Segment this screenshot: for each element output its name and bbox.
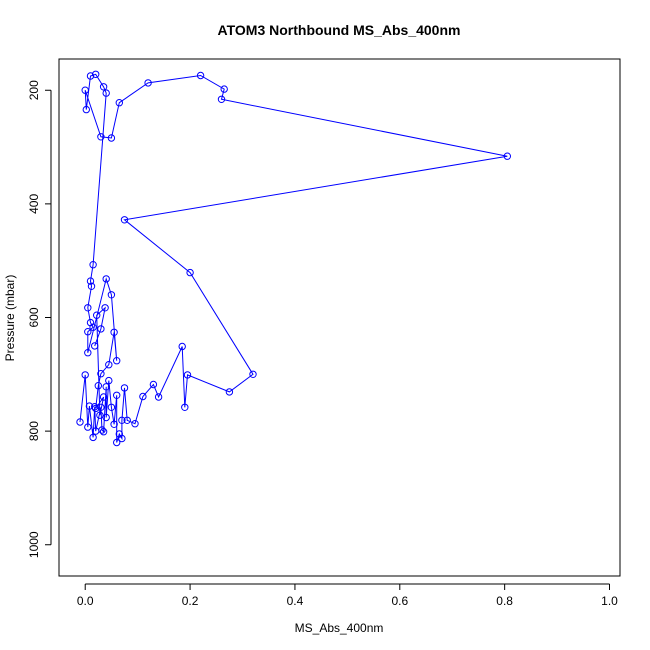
data-point — [102, 413, 110, 422]
data-point — [217, 95, 226, 104]
data-point — [120, 216, 129, 224]
data-point — [87, 282, 96, 290]
data-point — [249, 370, 257, 378]
data-point — [101, 304, 109, 312]
data-point — [76, 418, 84, 426]
plot-frame — [58, 58, 621, 577]
data-point — [183, 371, 192, 379]
data-point — [84, 349, 92, 357]
data-point — [89, 323, 97, 331]
x-tick-label: 0.6 — [391, 594, 408, 608]
data-point — [98, 426, 106, 434]
data-point — [84, 423, 92, 431]
plot-area — [76, 70, 511, 447]
data-point — [97, 370, 105, 378]
x-axis: 0.0 0.2 0.4 0.6 0.8 1.0 — [77, 583, 618, 608]
data-point — [99, 83, 108, 91]
data-point — [107, 403, 116, 411]
data-point — [99, 393, 108, 401]
y-axis: 200 400 600 800 1000 — [27, 80, 52, 558]
data-point — [91, 342, 99, 350]
data-point — [102, 383, 110, 391]
data-point — [107, 291, 116, 299]
data-point — [113, 357, 121, 365]
data-point — [154, 393, 163, 401]
x-tick-label: 0.4 — [287, 594, 304, 608]
data-point — [97, 403, 105, 411]
data-point — [85, 402, 94, 410]
data-point — [110, 420, 118, 428]
data-point — [186, 268, 194, 277]
data-point — [86, 72, 95, 80]
data-point — [84, 328, 92, 336]
data-point — [89, 261, 97, 269]
y-tick-label: 400 — [27, 194, 41, 214]
data-point — [503, 152, 511, 160]
y-tick-label: 600 — [27, 307, 41, 327]
data-point — [123, 416, 131, 424]
data-point — [81, 86, 89, 94]
data-point — [225, 388, 234, 396]
data-point — [92, 404, 100, 413]
data-point — [105, 376, 113, 385]
data-point — [89, 433, 97, 442]
data-point — [118, 416, 126, 424]
data-point — [93, 311, 101, 319]
x-tick-label: 0.0 — [77, 594, 94, 608]
data-point — [97, 325, 105, 333]
data-point — [82, 105, 91, 114]
data-point — [139, 392, 147, 401]
data-point — [96, 411, 104, 419]
data-point — [84, 304, 92, 312]
data-point — [118, 434, 126, 443]
y-axis-label: Pressure (mbar) — [3, 275, 17, 362]
data-point — [120, 384, 129, 392]
data-point — [131, 420, 139, 428]
data-point — [178, 342, 186, 351]
data-point — [102, 275, 110, 283]
data-point — [110, 328, 118, 336]
data-point — [115, 99, 124, 107]
data-point — [220, 85, 228, 93]
data-point — [94, 382, 103, 390]
x-tick-label: 0.8 — [496, 594, 513, 608]
y-tick-label: 1000 — [27, 531, 41, 558]
data-point — [149, 380, 158, 389]
data-point — [105, 361, 113, 369]
y-tick-label: 200 — [27, 80, 41, 100]
x-tick-label: 0.2 — [182, 594, 199, 608]
data-point — [102, 89, 110, 97]
y-tick-label: 800 — [27, 421, 41, 441]
data-point — [99, 428, 108, 436]
data-point — [92, 70, 100, 79]
chart-title: ATOM3 Northbound MS_Abs_400nm — [218, 22, 461, 38]
data-point — [81, 371, 89, 379]
data-point — [113, 391, 121, 399]
x-axis-label: MS_Abs_400nm — [295, 621, 384, 635]
data-point — [144, 79, 152, 87]
data-point — [97, 133, 105, 141]
data-point — [196, 71, 205, 80]
x-tick-label: 1.0 — [601, 594, 618, 608]
data-point — [181, 403, 189, 411]
data-point — [113, 438, 121, 447]
series-line — [79, 73, 508, 443]
data-point — [86, 277, 95, 285]
data-point — [107, 134, 116, 142]
